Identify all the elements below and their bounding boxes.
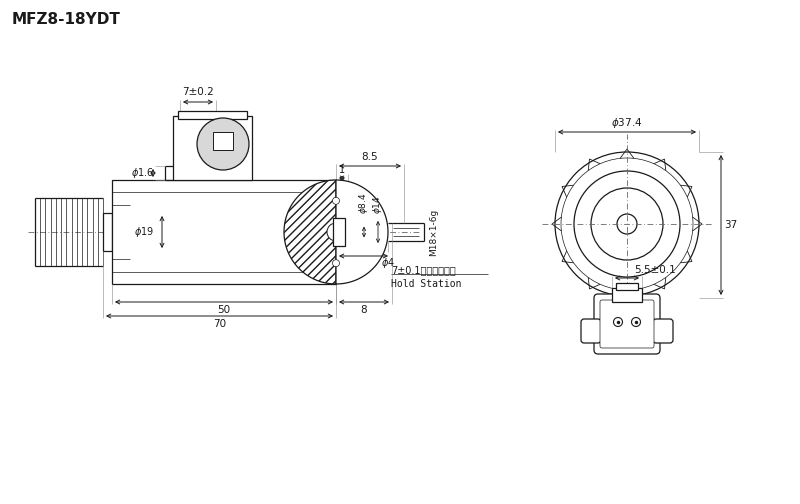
Circle shape: [333, 260, 339, 267]
Bar: [103, 213, 112, 251]
Text: 8: 8: [361, 305, 367, 315]
Bar: [333, 218, 345, 246]
FancyBboxPatch shape: [581, 319, 601, 343]
Text: 7±0.1（吸合位置）: 7±0.1（吸合位置）: [391, 265, 456, 275]
Text: 1: 1: [339, 165, 345, 175]
Text: 8.5: 8.5: [362, 152, 378, 162]
Circle shape: [333, 197, 339, 204]
Bar: [213, 132, 233, 150]
Polygon shape: [284, 180, 336, 284]
Text: 50: 50: [218, 305, 230, 315]
Text: Hold Station: Hold Station: [391, 279, 462, 289]
Circle shape: [197, 118, 249, 170]
Text: 70: 70: [213, 319, 226, 329]
Bar: [173, 116, 252, 180]
Bar: [178, 111, 247, 119]
Text: 7±0.2: 7±0.2: [182, 87, 214, 97]
Text: 37: 37: [724, 220, 738, 230]
Text: $\phi$37.4: $\phi$37.4: [611, 116, 642, 130]
Circle shape: [327, 223, 345, 241]
Bar: [612, 288, 642, 302]
Bar: [112, 180, 336, 284]
Bar: [616, 283, 638, 290]
Polygon shape: [336, 180, 388, 284]
Text: M18×1-6g: M18×1-6g: [429, 208, 438, 256]
Text: $\phi$4: $\phi$4: [381, 256, 395, 270]
Text: $\phi$8.4: $\phi$8.4: [358, 193, 370, 214]
Text: $\phi$1.6: $\phi$1.6: [131, 166, 154, 180]
FancyBboxPatch shape: [600, 300, 654, 348]
Text: $\phi$19: $\phi$19: [134, 225, 154, 239]
FancyBboxPatch shape: [653, 319, 673, 343]
Text: MFZ8-18YDT: MFZ8-18YDT: [12, 12, 121, 27]
Text: $\phi$14: $\phi$14: [371, 195, 385, 214]
Text: 5.5±0.1: 5.5±0.1: [634, 265, 676, 275]
FancyBboxPatch shape: [594, 294, 660, 354]
